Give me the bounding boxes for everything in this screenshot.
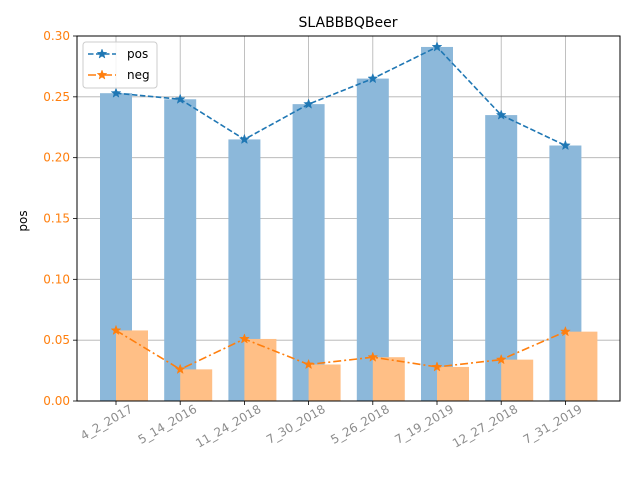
- chart-title: SLABBBQBeer: [298, 15, 397, 31]
- legend-label-neg: neg: [127, 68, 150, 82]
- marker-pos-5_14_2016: [174, 93, 186, 104]
- legend-marker-neg: [96, 69, 108, 80]
- y-tick-label: 0.25: [43, 90, 70, 104]
- y-tick-label: 0.30: [43, 29, 70, 43]
- marker-pos-12_27_2018: [495, 109, 507, 120]
- y-tick-label: 0.10: [43, 272, 70, 286]
- marker-pos-5_26_2018: [367, 72, 379, 84]
- marker-pos-7_31_2019: [559, 139, 571, 151]
- bar-neg-12_27_2018: [501, 359, 534, 401]
- y-tick-label: 0.15: [43, 212, 70, 226]
- marker-neg-4_2_2017: [110, 324, 122, 336]
- marker-neg-5_26_2018: [367, 351, 379, 362]
- bar-neg-7_30_2018: [308, 364, 341, 401]
- marker-neg-12_27_2018: [495, 353, 507, 365]
- bar-pos-12_27_2018: [485, 115, 518, 401]
- bar-pos-5_26_2018: [356, 78, 389, 401]
- marker-neg-7_19_2019: [431, 361, 443, 372]
- y-axis-label: pos: [16, 210, 30, 231]
- lines: [110, 41, 571, 374]
- marker-pos-7_30_2018: [303, 98, 315, 109]
- bar-neg-5_14_2016: [180, 369, 213, 401]
- bar-pos-5_14_2016: [164, 99, 197, 402]
- marker-pos-7_19_2019: [431, 41, 443, 52]
- marker-neg-7_31_2019: [559, 325, 571, 337]
- legend: pos neg: [82, 41, 158, 89]
- legend-label-pos: pos: [127, 47, 148, 61]
- bars: [100, 46, 598, 402]
- marker-pos-11_24_2018: [238, 133, 250, 145]
- bar-pos-7_19_2019: [421, 46, 453, 401]
- bar-pos-7_30_2018: [292, 104, 325, 401]
- marker-pos-4_2_2017: [110, 87, 122, 98]
- bar-neg-11_24_2018: [244, 338, 277, 401]
- marker-neg-5_14_2016: [174, 363, 186, 374]
- bar-neg-7_31_2019: [565, 331, 598, 401]
- marker-neg-11_24_2018: [238, 333, 250, 344]
- y-tick-label: 0.00: [43, 394, 70, 408]
- marker-neg-7_30_2018: [303, 358, 315, 370]
- bar-neg-5_26_2018: [372, 357, 405, 401]
- y-tick-label: 0.05: [43, 333, 70, 347]
- y-tick-label: 0.20: [43, 151, 70, 165]
- line-pos: [115, 45, 566, 147]
- bar-neg-4_2_2017: [116, 330, 148, 401]
- line-neg: [115, 329, 566, 371]
- legend-marker-pos: [96, 48, 108, 59]
- bar-neg-7_19_2019: [437, 366, 469, 401]
